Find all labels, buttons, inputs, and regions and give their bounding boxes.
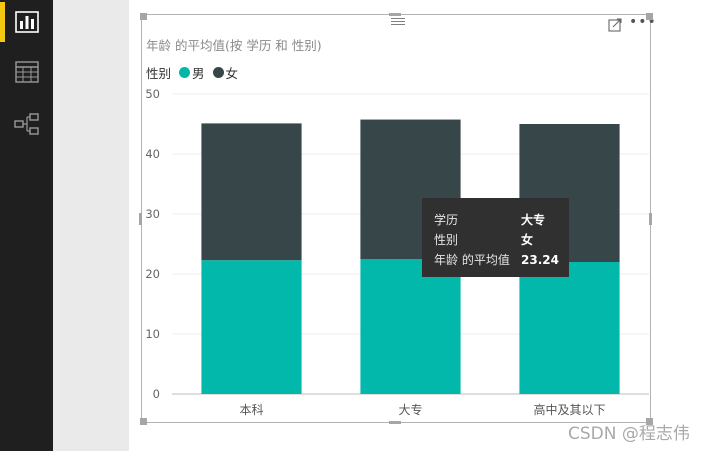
visual-title: 年龄 的平均值(按 学历 和 性别) [146, 38, 322, 53]
report-view-button[interactable] [0, 2, 53, 42]
tooltip-key: 年龄 的平均值 [434, 253, 510, 267]
tooltip-row: 性别 女 [434, 230, 569, 250]
focus-mode-icon[interactable] [607, 17, 623, 33]
resize-handle-bottom-left[interactable] [140, 418, 147, 425]
y-tick-label: 40 [145, 147, 160, 161]
y-tick-label: 30 [145, 207, 160, 221]
y-tick-label: 50 [145, 87, 160, 101]
bar-segment[interactable] [519, 262, 620, 394]
stacked-column-chart-visual[interactable]: ••• 年龄 的平均值(按 学历 和 性别) 性别 男 女 0 10 20 30 40 5… [141, 14, 656, 423]
bar-segment[interactable] [360, 259, 461, 394]
legend: 性别 男 女 [146, 63, 238, 82]
tooltip-value: 大专 [521, 213, 546, 227]
resize-handle-bottom-right[interactable] [646, 418, 653, 425]
x-tick-label: 本科 [239, 403, 263, 417]
watermark-text: CSDN @程志伟 [568, 424, 690, 444]
legend-marker [212, 67, 224, 78]
resize-handle-top[interactable] [389, 13, 401, 16]
resize-handle-right[interactable] [649, 213, 652, 225]
tooltip-value: 23.24 [521, 253, 559, 267]
legend-label: 男 [192, 66, 205, 81]
model-relationships-icon [13, 113, 39, 135]
bar-segment[interactable] [201, 260, 302, 394]
tooltip-key: 学历 [434, 213, 459, 227]
y-tick-label: 10 [145, 327, 160, 341]
resize-handle-bottom[interactable] [389, 421, 401, 424]
legend-item-female[interactable]: 女 [212, 63, 239, 82]
legend-marker [179, 67, 191, 78]
y-tick-label: 0 [153, 387, 160, 401]
resize-handle-left[interactable] [139, 213, 142, 225]
tooltip-row: 年龄 的平均值 23.24 [434, 250, 569, 270]
data-view-button[interactable] [0, 52, 53, 92]
y-tick-label: 20 [145, 267, 160, 281]
legend-title: 性别 [146, 66, 172, 81]
x-tick-label: 高中及其以下 [533, 402, 605, 417]
model-view-button[interactable] [0, 104, 53, 144]
left-navigation-rail [0, 0, 53, 451]
bar-chart-icon [14, 11, 39, 33]
resize-handle-top-left[interactable] [140, 13, 147, 20]
chart-tooltip: 学历 大专 性别 女 年龄 的平均值 23.24 [422, 198, 569, 277]
table-grid-icon [14, 61, 39, 83]
bar-segment[interactable] [201, 123, 302, 261]
tooltip-row: 学历 大专 [434, 210, 569, 230]
tooltip-value: 女 [521, 233, 534, 247]
resize-handle-top-right[interactable] [646, 13, 653, 20]
x-tick-label: 大专 [398, 402, 422, 417]
tooltip-key: 性别 [434, 233, 459, 247]
drag-grip-icon[interactable] [390, 17, 406, 26]
legend-label: 女 [225, 66, 239, 81]
legend-item-male[interactable]: 男 [179, 63, 205, 82]
